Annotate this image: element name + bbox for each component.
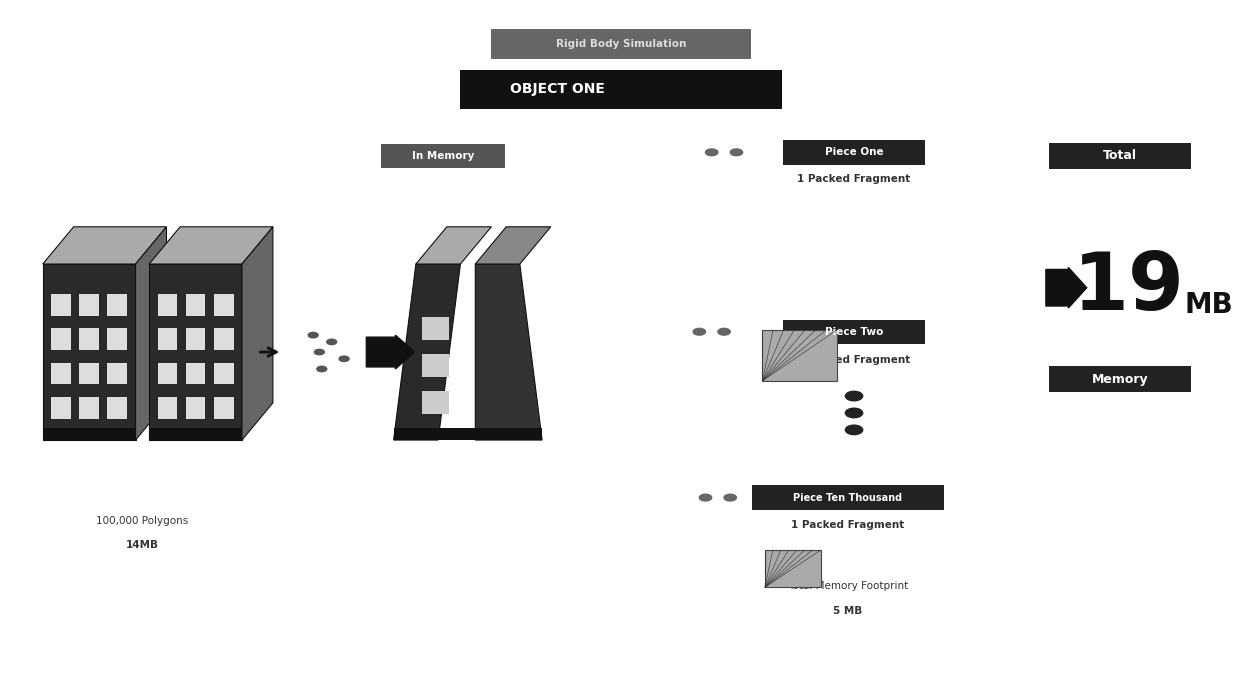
Polygon shape [108, 397, 128, 418]
Polygon shape [79, 397, 99, 418]
Polygon shape [79, 328, 99, 350]
Circle shape [327, 339, 337, 345]
Polygon shape [475, 264, 542, 440]
FancyBboxPatch shape [491, 28, 751, 59]
Polygon shape [108, 363, 128, 385]
Text: 19: 19 [1073, 248, 1184, 327]
Circle shape [339, 356, 348, 362]
Polygon shape [186, 397, 206, 418]
Circle shape [846, 391, 863, 401]
Text: Piece One: Piece One [825, 148, 883, 157]
Text: Rigid Body Simulation: Rigid Body Simulation [557, 39, 687, 49]
Polygon shape [149, 428, 242, 440]
Circle shape [718, 328, 730, 335]
Polygon shape [1045, 267, 1086, 308]
Circle shape [706, 149, 718, 156]
Polygon shape [42, 227, 166, 264]
Text: 1 Packed Fragment: 1 Packed Fragment [791, 520, 904, 529]
Polygon shape [213, 328, 233, 350]
Circle shape [846, 408, 863, 418]
Text: 14MB: 14MB [125, 540, 159, 550]
Text: Memory: Memory [1092, 372, 1148, 386]
Text: Piece Ten Thousand: Piece Ten Thousand [794, 493, 903, 502]
Polygon shape [51, 294, 71, 316]
Text: In Memory: In Memory [412, 151, 474, 160]
Text: 1 Packed Fragment: 1 Packed Fragment [797, 355, 910, 365]
Polygon shape [51, 328, 71, 350]
FancyBboxPatch shape [1049, 143, 1192, 169]
Polygon shape [213, 363, 233, 385]
Text: Total Memory Footprint: Total Memory Footprint [787, 581, 908, 590]
Polygon shape [393, 428, 542, 440]
Text: MB: MB [1185, 290, 1234, 319]
Polygon shape [213, 294, 233, 316]
Circle shape [693, 328, 706, 335]
Circle shape [724, 494, 737, 501]
Polygon shape [186, 294, 206, 316]
FancyBboxPatch shape [782, 320, 925, 344]
Polygon shape [108, 294, 128, 316]
Polygon shape [393, 264, 460, 440]
Circle shape [846, 425, 863, 435]
Polygon shape [42, 264, 135, 440]
Polygon shape [149, 264, 242, 440]
Circle shape [315, 349, 325, 355]
Polygon shape [51, 363, 71, 385]
Polygon shape [51, 397, 71, 418]
Circle shape [317, 366, 327, 372]
Text: OBJECT ONE: OBJECT ONE [510, 83, 605, 96]
Polygon shape [415, 227, 491, 264]
Polygon shape [149, 227, 273, 264]
Text: Total: Total [1104, 149, 1137, 162]
Polygon shape [422, 354, 449, 376]
FancyBboxPatch shape [460, 70, 782, 109]
Polygon shape [763, 330, 837, 380]
Polygon shape [108, 328, 128, 350]
Polygon shape [213, 397, 233, 418]
Text: 5 MB: 5 MB [833, 606, 863, 615]
FancyBboxPatch shape [751, 485, 944, 510]
Polygon shape [186, 363, 206, 385]
Text: 100,000 Polygons: 100,000 Polygons [97, 517, 188, 526]
Polygon shape [42, 428, 135, 440]
Circle shape [699, 494, 712, 501]
Polygon shape [157, 397, 177, 418]
FancyBboxPatch shape [1049, 366, 1192, 392]
Polygon shape [157, 294, 177, 316]
Polygon shape [157, 328, 177, 350]
Polygon shape [242, 227, 273, 440]
Polygon shape [186, 328, 206, 350]
Polygon shape [79, 363, 99, 385]
Circle shape [730, 149, 743, 156]
Polygon shape [366, 335, 414, 369]
FancyBboxPatch shape [381, 144, 505, 168]
Polygon shape [157, 363, 177, 385]
Text: 1 Packed Fragment: 1 Packed Fragment [797, 175, 910, 184]
Text: Piece Two: Piece Two [825, 327, 883, 336]
Polygon shape [475, 227, 551, 264]
Polygon shape [765, 550, 821, 587]
Polygon shape [422, 391, 449, 414]
Polygon shape [79, 294, 99, 316]
FancyBboxPatch shape [782, 140, 925, 165]
Polygon shape [135, 227, 166, 440]
Circle shape [309, 332, 319, 338]
Polygon shape [422, 318, 449, 340]
